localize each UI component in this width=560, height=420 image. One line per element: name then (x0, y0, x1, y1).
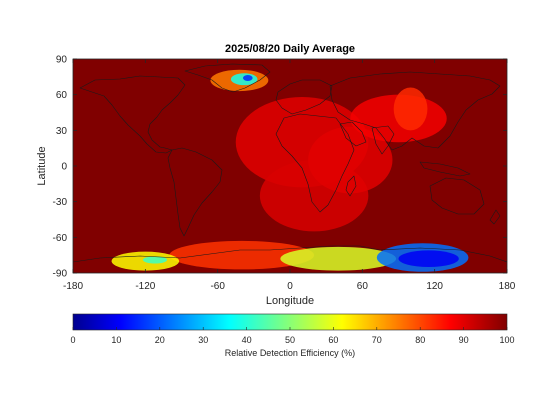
colorbar-tick-label: 40 (242, 335, 252, 345)
colorbar-tick-label: 20 (155, 335, 165, 345)
heatmap-region (308, 126, 393, 194)
coastline-south-america (167, 147, 223, 237)
coastline-madagascar (345, 175, 357, 197)
x-tick-label: -120 (135, 281, 155, 292)
x-tick-label: 60 (357, 281, 369, 292)
plot-area (73, 59, 507, 273)
coastline-africa (275, 113, 355, 213)
coastline-north-america (79, 75, 186, 154)
colorbar-ticks: 0 10 20 30 40 50 60 70 80 90 100 (70, 327, 515, 345)
y-tick-label: 30 (56, 126, 68, 137)
coastline-antarctica (73, 245, 507, 263)
y-tick-label: 60 (56, 90, 68, 101)
heatmap-region (280, 246, 397, 271)
coastline-indonesia (419, 161, 471, 177)
x-tick-label: -60 (210, 281, 225, 292)
heatmap-region (169, 240, 315, 270)
colorbar-tick-label: 10 (111, 335, 121, 345)
heatmap-region (393, 87, 428, 131)
coastline-india (371, 125, 395, 155)
coastline-australia (429, 177, 485, 215)
x-tick-label: -180 (63, 281, 83, 292)
x-tick-label: 120 (426, 281, 443, 292)
y-axis-label: Latitude (36, 146, 48, 185)
colorbar-tick-label: 80 (415, 335, 425, 345)
colorbar-tick-label: 70 (372, 335, 382, 345)
coastline-europe (275, 79, 333, 115)
x-axis-label: Longitude (266, 295, 314, 307)
coastline-asia (329, 71, 501, 151)
y-tick-label: 0 (61, 162, 67, 173)
colorbar-tick-label: 30 (198, 335, 208, 345)
coastline-new-zealand (489, 209, 501, 225)
y-tick-label: 90 (56, 55, 68, 66)
heatmap-region (398, 250, 459, 268)
colorbar-tick-label: 100 (499, 335, 514, 345)
colorbar-tick-label: 50 (285, 335, 295, 345)
y-axis-ticks: -90 -60 -30 0 30 60 90 (53, 55, 507, 280)
x-tick-label: 180 (499, 281, 516, 292)
colorbar-label: Relative Detection Efficiency (%) (225, 348, 355, 358)
y-tick-label: -30 (53, 197, 68, 208)
colorbar-tick-label: 0 (70, 335, 75, 345)
x-axis-ticks: -180 -120 -60 0 60 120 180 (63, 59, 516, 292)
colorbar-tick-label: 90 (459, 335, 469, 345)
coastlines (73, 63, 507, 263)
coastline-arabia (339, 121, 367, 147)
chart-title: 2025/08/20 Daily Average (225, 43, 355, 55)
heatmap-region (142, 256, 168, 264)
x-tick-label: 0 (287, 281, 293, 292)
heatmap-region (242, 75, 253, 81)
y-tick-label: -60 (53, 233, 68, 244)
coastline-greenland (184, 63, 271, 93)
colorbar-tick-label: 60 (328, 335, 338, 345)
y-tick-label: -90 (53, 269, 68, 280)
